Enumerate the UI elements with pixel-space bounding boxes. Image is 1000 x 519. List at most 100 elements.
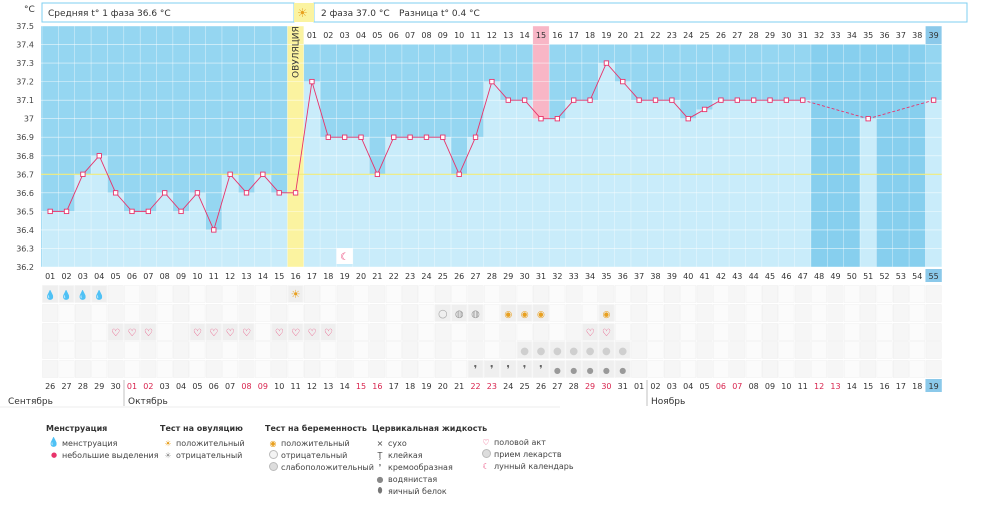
unit-label: °C bbox=[24, 5, 35, 15]
symbol-cell bbox=[402, 285, 418, 303]
fluid-egg-icon: ⬮ bbox=[377, 486, 383, 495]
cycle-day-label: 36 bbox=[618, 272, 628, 281]
ovulation-sun-icon: ☀ bbox=[297, 6, 308, 20]
symbol-cell bbox=[189, 341, 206, 359]
area-column bbox=[516, 100, 533, 268]
symbol-cell bbox=[156, 360, 173, 378]
temperature-segment bbox=[458, 137, 476, 175]
symbol-cell bbox=[336, 360, 353, 378]
symbol-cell bbox=[254, 360, 271, 378]
cycle-day-label: 31 bbox=[536, 272, 546, 281]
symbol-cell bbox=[156, 285, 173, 303]
symbol-cell bbox=[680, 323, 697, 341]
legend-preg-negative: отрицательный bbox=[281, 450, 348, 460]
area-column bbox=[630, 100, 648, 268]
cycle-day-label: 28 bbox=[487, 272, 497, 281]
fluid-cream-icon-bg bbox=[468, 361, 483, 377]
medicine-icon-bg bbox=[533, 342, 549, 358]
phase2-day-label: 06 bbox=[389, 31, 399, 40]
symbol-cell bbox=[385, 285, 402, 303]
symbol-cell bbox=[238, 360, 255, 378]
menstruation-drop-icon-bg bbox=[75, 286, 91, 302]
symbol-cell bbox=[418, 341, 435, 359]
symbol-cell bbox=[909, 341, 926, 359]
area-column bbox=[663, 100, 681, 268]
symbol-cell bbox=[647, 304, 664, 322]
cycle-day-label: 20 bbox=[356, 272, 366, 281]
month-october: Октябрь bbox=[128, 397, 168, 407]
medicine-icon: ● bbox=[618, 346, 627, 357]
symbol-cell bbox=[696, 341, 713, 359]
sex-heart-icon-bg bbox=[108, 324, 123, 340]
fluid-cream-icon-bg bbox=[501, 361, 516, 377]
pregtest-negative-icon bbox=[265, 449, 281, 461]
medicine-icon: ● bbox=[569, 346, 578, 357]
symbol-cell bbox=[369, 360, 386, 378]
phase2-day-label: 34 bbox=[847, 31, 857, 40]
temperature-point bbox=[260, 171, 266, 177]
calendar-date-label: 13 bbox=[830, 382, 840, 391]
sex-heart-icon-bg bbox=[321, 324, 336, 340]
medicine-icon: ● bbox=[553, 346, 562, 357]
legend-menstruation-item: менструация bbox=[62, 438, 118, 448]
temperature-point bbox=[505, 97, 511, 103]
phase2-day-label: 30 bbox=[781, 31, 791, 40]
symbol-cell bbox=[925, 304, 942, 322]
symbol-cell bbox=[729, 341, 746, 359]
fluid-cream-icon-bg bbox=[533, 361, 549, 377]
fluid-water-icon-bg bbox=[550, 361, 565, 377]
phase2-day-label: 26 bbox=[716, 31, 726, 40]
legend-spotting-item: небольшие выделения bbox=[62, 450, 159, 460]
pregtest-weak-icon-bg bbox=[468, 305, 483, 321]
temperature-segment bbox=[524, 99, 542, 119]
symbol-cell bbox=[565, 285, 582, 303]
phase2-day-label: 23 bbox=[667, 31, 677, 40]
area-column bbox=[336, 137, 353, 267]
symbol-cell bbox=[909, 285, 926, 303]
temperature-point bbox=[178, 208, 184, 215]
area-column bbox=[369, 174, 386, 267]
symbol-cell bbox=[729, 304, 746, 322]
symbol-cell bbox=[696, 323, 713, 341]
area-column bbox=[123, 211, 141, 267]
legend-menstruation-title: Менструация bbox=[46, 424, 108, 433]
symbol-cell bbox=[336, 285, 353, 303]
temperature-point bbox=[865, 116, 871, 122]
calendar-date-label: 04 bbox=[683, 382, 693, 391]
symbol-cell bbox=[500, 341, 517, 359]
temperature-point bbox=[162, 190, 168, 196]
symbol-cell bbox=[827, 323, 844, 341]
calendar-date-label: 10 bbox=[274, 382, 284, 391]
fluid-water-icon: ● bbox=[619, 366, 626, 375]
temperature-segment bbox=[98, 155, 117, 194]
y-tick-label: 36.8 bbox=[16, 152, 34, 161]
menstruation-drop-icon: 💧 bbox=[77, 289, 88, 301]
calendar-date-label: 14 bbox=[340, 382, 350, 391]
symbol-cell bbox=[516, 285, 533, 303]
y-tick-label: 36.6 bbox=[16, 189, 34, 198]
temperature-point bbox=[374, 171, 381, 177]
symbol-cell bbox=[58, 304, 75, 322]
area-column bbox=[320, 137, 337, 267]
symbol-cell bbox=[304, 341, 320, 359]
symbol-cell bbox=[467, 285, 484, 303]
cycle-day-label: 11 bbox=[209, 272, 219, 281]
symbol-cell bbox=[860, 341, 877, 359]
sex-heart-icon-bg bbox=[222, 324, 238, 340]
calendar-date-label: 08 bbox=[749, 382, 759, 391]
symbol-cell bbox=[222, 304, 239, 322]
cycle-day-label: 33 bbox=[569, 272, 579, 281]
y-tick-label: 36.4 bbox=[16, 226, 34, 235]
data-marks: ☾ bbox=[47, 60, 937, 264]
symbol-cell bbox=[385, 341, 402, 359]
temperature-point bbox=[243, 190, 250, 196]
phase2-day-label: 25 bbox=[699, 31, 709, 40]
legend-ovtest-negative: отрицательный bbox=[176, 450, 243, 460]
temperature-segment bbox=[557, 99, 575, 119]
temperature-segment bbox=[246, 174, 264, 194]
calendar-date-label: 12 bbox=[307, 382, 317, 391]
symbol-cell bbox=[631, 341, 648, 359]
cycle-day-label: 38 bbox=[650, 272, 660, 281]
calendar-date-label: 16 bbox=[372, 382, 382, 391]
symbol-cell bbox=[745, 360, 762, 378]
